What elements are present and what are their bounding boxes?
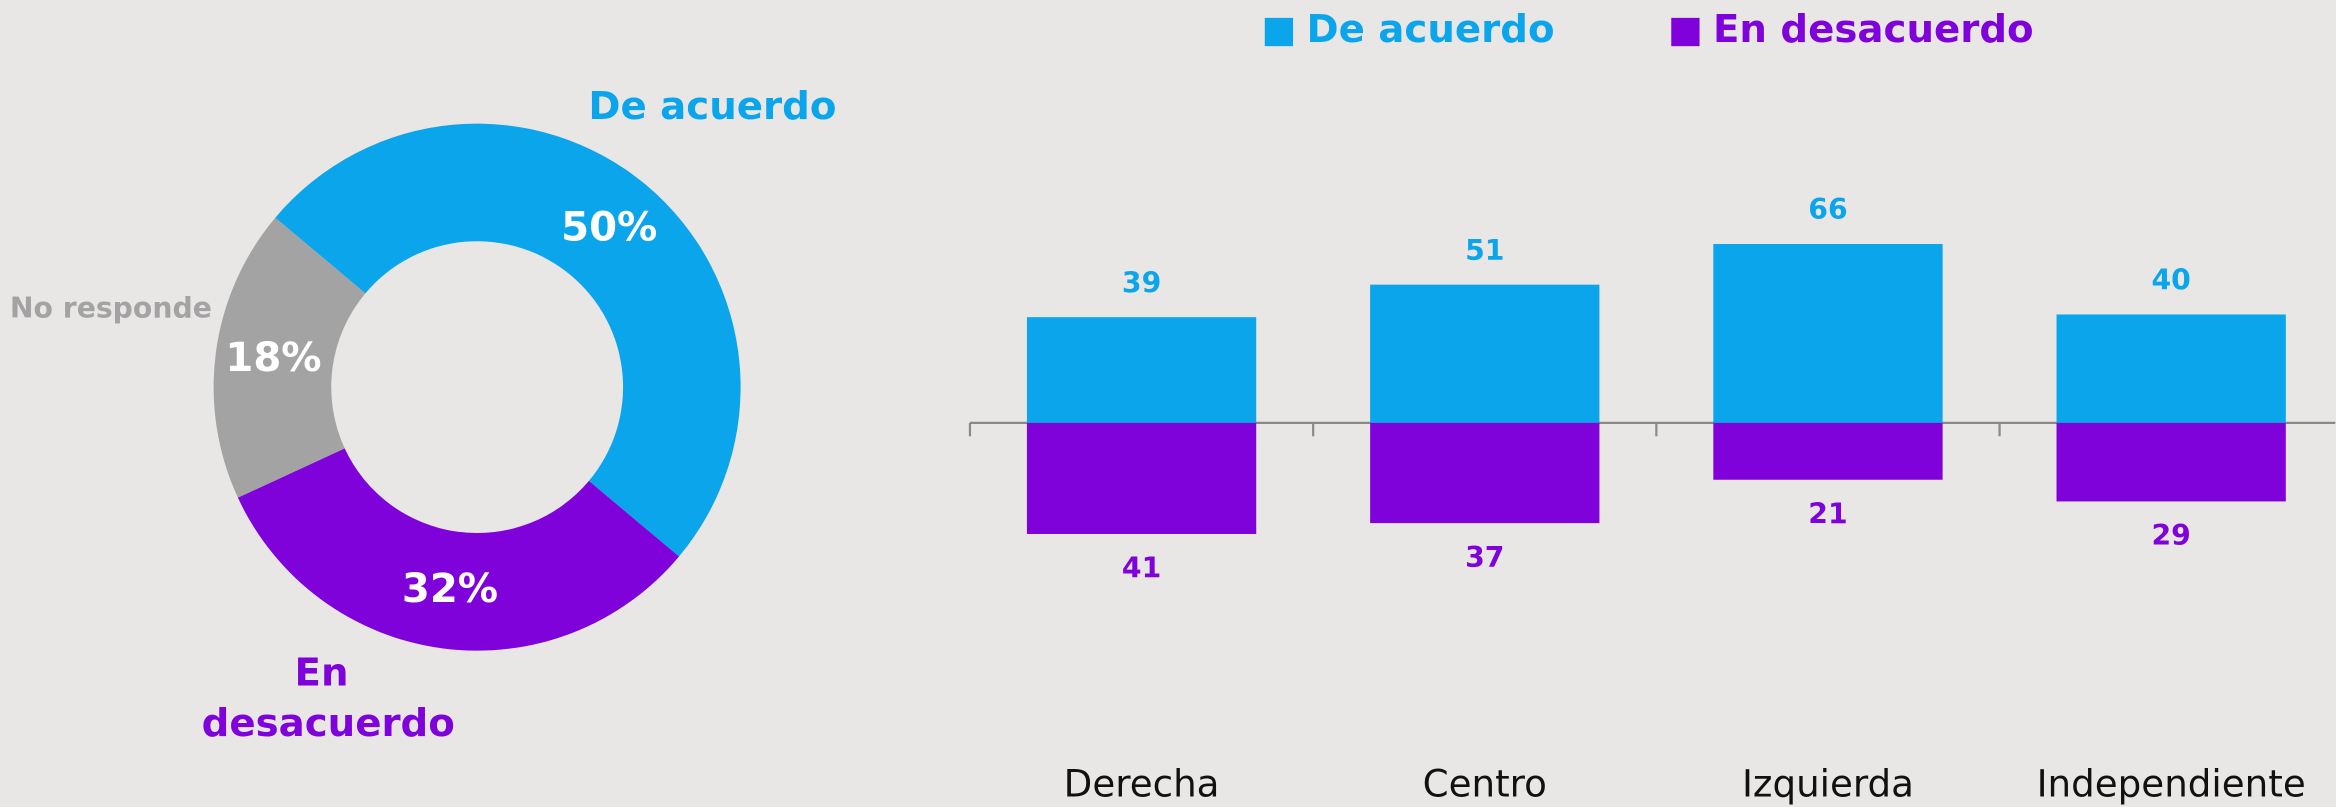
x-tick-label: Independiente — [2037, 762, 2306, 806]
value-label: 32% — [402, 566, 498, 612]
bar — [1370, 422, 1600, 524]
data-label: 40 — [2151, 264, 2190, 297]
data-label: 29 — [2151, 519, 2190, 552]
donut-segment — [213, 217, 366, 498]
category-label: De acuerdo — [588, 84, 836, 129]
bar — [1370, 284, 1600, 423]
bar — [1713, 244, 1943, 423]
data-label: 51 — [1465, 234, 1504, 267]
data-label: 39 — [1122, 266, 1161, 299]
value-label: 18% — [225, 335, 321, 381]
bar — [1026, 422, 1257, 534]
donut-segment — [275, 123, 741, 557]
legend-swatch — [1671, 17, 1700, 47]
legend-label: En desacuerdo — [1713, 7, 2034, 52]
legend-label: De acuerdo — [1306, 7, 1554, 52]
x-tick-label: Derecha — [1064, 762, 1220, 806]
x-tick-label: Izquierda — [1742, 762, 1914, 806]
bar — [2056, 314, 2286, 423]
data-label: 37 — [1465, 541, 1504, 574]
value-label: 50% — [561, 205, 657, 251]
legend-swatch — [1264, 17, 1294, 47]
bar — [1026, 317, 1257, 423]
data-label: 21 — [1808, 497, 1847, 530]
data-label: 41 — [1122, 552, 1161, 585]
data-label: 66 — [1808, 193, 1847, 226]
category-label: En desacuerdo — [202, 650, 455, 746]
bar — [2056, 422, 2286, 502]
bar — [1713, 422, 1943, 480]
donut-segment — [237, 448, 680, 651]
x-tick-label: Centro — [1423, 762, 1547, 806]
category-label: No responde — [10, 292, 212, 325]
